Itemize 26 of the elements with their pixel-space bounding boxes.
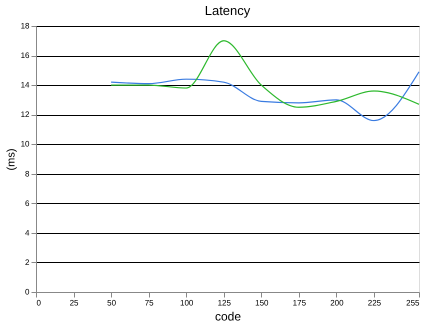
x-axis-title: code [214,310,242,324]
y-tick-label: 14 [20,80,30,90]
y-tick-label: 16 [20,51,30,60]
x-tick-label: 125 [218,298,232,308]
y-tick-label: 8 [25,169,30,178]
x-tick-label: 150 [255,298,270,308]
x-tick-label: 175 [292,298,307,308]
x-tick-label: 255 [406,298,420,308]
x-tick-label: 25 [70,298,80,308]
y-tick-label: 10 [20,140,30,149]
x-tick-label: 225 [368,298,382,308]
line-series [110,71,420,122]
x-tick-label: 0 [36,298,42,308]
line-series [110,40,420,108]
y-tick-label: 18 [20,22,30,30]
y-tick-label: 12 [20,110,30,120]
x-tick-label: 100 [180,298,194,308]
y-axis-title: (ms) [6,148,18,170]
x-tick-label: 50 [107,298,117,308]
chart-title: Latency [204,3,251,18]
y-tick-label: 6 [25,198,30,208]
y-tick-label: 0 [25,288,30,296]
x-tick-label: 75 [144,298,154,308]
y-tick-label: 2 [25,258,30,267]
x-tick-label: 200 [330,298,344,308]
y-tick-label: 4 [25,228,30,238]
